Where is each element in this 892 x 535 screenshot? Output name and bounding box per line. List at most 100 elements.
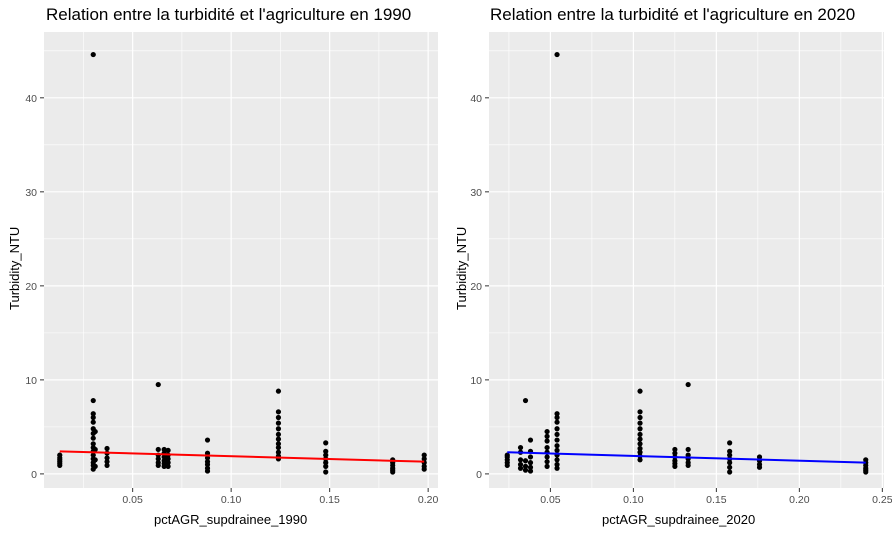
data-point: [90, 51, 96, 58]
data-point: [554, 443, 560, 449]
y-tick-label: 30: [470, 187, 482, 199]
data-point: [727, 440, 733, 446]
data-point: [685, 381, 691, 388]
data-point: [275, 449, 282, 455]
data-point: [637, 436, 643, 442]
data-point: [522, 458, 529, 464]
data-point: [323, 452, 329, 458]
data-point: [92, 457, 98, 463]
x-tick-label: 0.05: [540, 494, 561, 506]
data-point: [204, 461, 211, 468]
data-point: [863, 469, 869, 475]
data-point: [544, 454, 550, 460]
data-point: [554, 447, 560, 453]
data-point: [92, 446, 98, 453]
y-tick-label: 20: [25, 281, 37, 293]
data-point: [504, 452, 510, 458]
chart-panel-2020: Relation entre la turbidité et l'agricul…: [446, 0, 892, 535]
y-tick-label: 0: [31, 469, 37, 481]
trend-line: [507, 451, 866, 464]
data-point: [104, 445, 110, 452]
x-tick-label: 0.25: [872, 494, 892, 506]
data-point: [756, 464, 763, 470]
data-point: [637, 409, 643, 415]
data-point: [554, 414, 560, 421]
data-point: [756, 454, 763, 460]
data-point: [275, 409, 282, 415]
y-tick-label: 10: [25, 375, 37, 387]
data-point: [90, 411, 96, 417]
data-point: [527, 468, 534, 474]
data-point: [637, 420, 643, 426]
data-point: [92, 428, 98, 435]
x-tick-label: 0.15: [319, 494, 340, 506]
data-point: [637, 449, 643, 455]
data-point: [554, 457, 560, 463]
panel-background: [489, 32, 884, 488]
data-point: [104, 462, 110, 469]
data-point: [637, 445, 643, 452]
y-tick-label: 10: [470, 375, 482, 387]
y-tick-label: 40: [25, 93, 37, 105]
trend-line: [59, 450, 425, 463]
data-point: [527, 454, 534, 460]
data-point: [637, 441, 643, 447]
x-tick-label: 0.20: [418, 494, 439, 506]
data-point: [544, 463, 550, 469]
data-point: [165, 456, 171, 462]
data-point: [323, 448, 329, 454]
data-point: [527, 437, 534, 443]
data-point: [637, 457, 643, 463]
data-point: [554, 51, 560, 58]
data-point: [323, 463, 329, 469]
data-point: [685, 462, 691, 469]
data-point: [527, 464, 534, 470]
data-point: [672, 446, 678, 453]
plot-area-1990: 0.05 0.10 0.15 0.20 0 10 20 30 40: [25, 32, 439, 506]
data-point: [672, 450, 678, 456]
data-point: [275, 388, 282, 394]
data-point: [155, 381, 161, 388]
data-point: [522, 463, 529, 469]
data-point: [275, 426, 282, 432]
data-point: [90, 414, 96, 421]
data-point: [727, 460, 733, 466]
y-tick-label: 0: [476, 469, 482, 481]
data-point: [554, 461, 560, 468]
data-point: [544, 433, 550, 439]
x-axis-label-2020: pctAGR_supdrainee_2020: [602, 512, 756, 527]
x-tick-label: 0.05: [122, 494, 143, 506]
data-point: [544, 459, 550, 465]
data-point: [275, 414, 282, 421]
data-point: [522, 467, 529, 473]
chart-title-2020: Relation entre la turbidité et l'agricul…: [490, 5, 856, 24]
data-point: [554, 419, 560, 425]
data-point: [165, 460, 171, 466]
data-point: [685, 452, 691, 458]
data-point: [637, 388, 643, 394]
x-axis-label-1990: pctAGR_supdrainee_1990: [154, 512, 308, 527]
data-point: [165, 463, 171, 469]
data-point: [637, 431, 643, 438]
data-point: [544, 444, 550, 451]
data-point: [522, 397, 529, 404]
data-point: [155, 462, 161, 469]
data-point: [544, 428, 550, 435]
data-point: [57, 452, 63, 458]
plot-area-2020: 0.05 0.10 0.15 0.20 0.25 0 10 20 30 40: [470, 32, 892, 506]
data-point: [90, 435, 96, 441]
x-tick-label: 0.15: [706, 494, 727, 506]
data-point: [685, 446, 691, 453]
data-point: [323, 469, 329, 475]
data-point: [637, 414, 643, 421]
data-point: [275, 436, 282, 442]
y-tick-label: 40: [470, 93, 482, 105]
data-point: [554, 465, 560, 471]
data-point: [275, 444, 282, 451]
data-point: [161, 446, 167, 453]
data-point: [90, 397, 96, 404]
data-point: [90, 441, 96, 447]
data-point: [90, 452, 96, 458]
panel-background: [44, 32, 438, 488]
data-point: [155, 446, 161, 453]
